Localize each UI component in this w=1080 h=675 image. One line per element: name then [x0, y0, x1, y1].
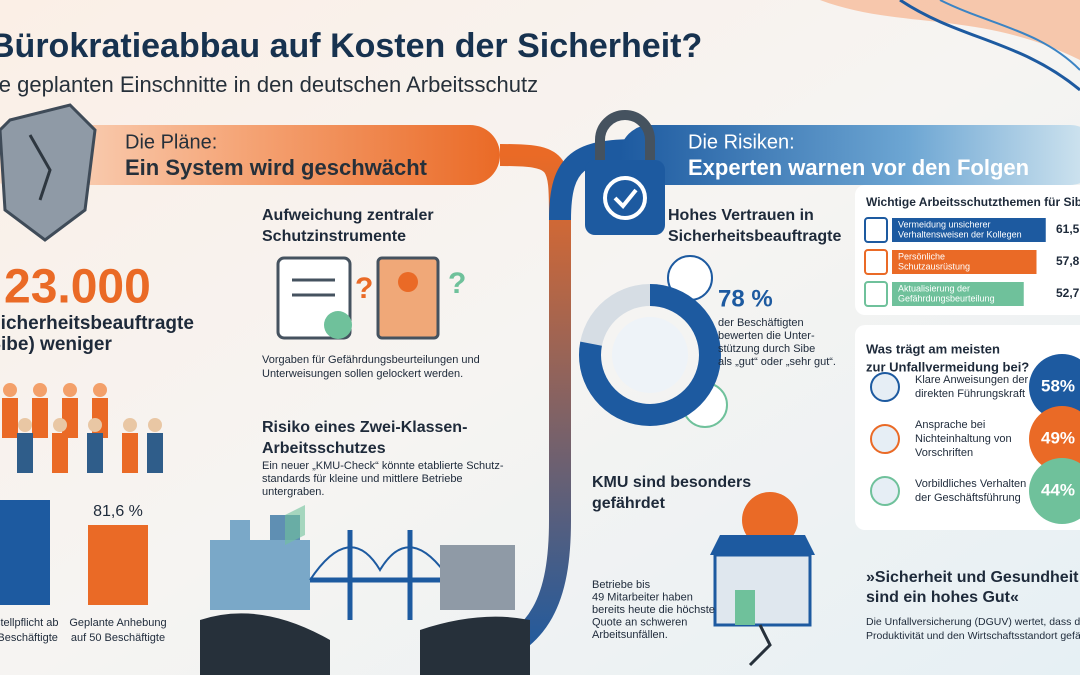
prevention-text: Vorbildliches Verhalten — [915, 478, 1026, 490]
person-icon — [870, 424, 900, 454]
panel-title: Wichtige Arbeitsschutzthemen für Sibe — [866, 195, 1080, 209]
topic-icon — [864, 281, 888, 307]
quote: sind ein hohes Gut« — [866, 589, 1019, 606]
percent-circle — [1029, 458, 1080, 524]
section-label: Die Pläne: — [125, 131, 217, 153]
item-text: Quote an schweren — [592, 616, 687, 628]
bar-label: auf 50 Beschäftigte — [71, 632, 165, 644]
percent-label: 58% — [1041, 376, 1075, 395]
panel-title: zur Unfallvermeidung bei? — [866, 359, 1029, 374]
crack — [28, 134, 52, 201]
check-circle — [603, 176, 647, 220]
prevention-text: Ansprache bei — [915, 419, 985, 431]
item-text: als „gut“ oder „sehr gut“. — [718, 356, 836, 368]
item-text: stützung durch Sibe — [718, 343, 815, 355]
workers — [2, 383, 163, 473]
section-heading: Experten warnen vor den Folgen — [688, 155, 1029, 180]
topic-bar — [892, 282, 1024, 306]
quote-text: Die Unfallversicherung (DGUV) wertet, da… — [866, 616, 1080, 628]
subtitle: Die geplanten Einschnitte in den deutsch… — [0, 72, 538, 97]
section-heading: Ein System wird geschwächt — [125, 155, 428, 180]
prevention-text: Klare Anweisungen der — [915, 374, 1028, 386]
stat-label: Sicherheitsbeauftragte — [0, 313, 194, 334]
item-text: 49 Mitarbeiter haben — [592, 591, 693, 603]
shield-icon — [0, 103, 97, 242]
item-text: Unterweisungen sollen gelockert werden. — [262, 368, 463, 380]
topic-icon — [864, 249, 888, 275]
item-heading: KMU sind besonders — [592, 474, 751, 491]
percent-label: 44% — [1041, 480, 1075, 499]
topic-bar — [892, 250, 1037, 274]
check — [613, 188, 638, 209]
item-text: der Beschäftigten — [718, 317, 804, 329]
title: Bürokratieabbau auf Kosten der Sicherhei… — [0, 27, 702, 65]
topic-value: 57,8 % — [1056, 254, 1080, 268]
icon-circle — [612, 317, 688, 393]
item-heading: Hohes Vertrauen in — [668, 207, 814, 224]
topic-text: Vermeidung unsicherer — [898, 219, 991, 229]
prevention-text: direkten Führungskraft — [915, 388, 1025, 400]
item-heading: Schutzinstrumente — [262, 228, 406, 245]
book-icon: ?? — [355, 256, 466, 340]
stat-number: 23.000 — [4, 261, 151, 314]
plans-banner — [0, 125, 500, 185]
bar-label: Bestellpflicht ab — [0, 617, 59, 629]
topic-text: Aktualisierung der — [898, 283, 970, 293]
item-text: Vorgaben für Gefährdungsbeurteilungen un… — [262, 354, 480, 366]
bar-label: 20 Beschäftigte — [0, 632, 58, 644]
wave — [820, 0, 1080, 60]
percent-circle — [1029, 406, 1080, 472]
prevention-text: Nichteinhaltung von — [915, 433, 1012, 445]
item-heading: Sicherheitsbeauftragte — [668, 228, 841, 245]
topic-text: Schutzausrüstung — [898, 261, 970, 271]
item-text: Betriebe bis — [592, 579, 651, 591]
svg-text:?: ? — [355, 272, 373, 305]
percent-label: 49% — [1041, 428, 1075, 447]
prevention-panel — [855, 325, 1080, 530]
item-heading: Aufweichung zentraler — [262, 207, 434, 224]
clipboard-icon — [276, 256, 352, 340]
wave — [939, 0, 1080, 71]
wave — [899, 0, 1080, 92]
item-text: standards für kleine und mittlere Betrie… — [262, 473, 463, 485]
item-heading: gefährdet — [592, 495, 666, 512]
item-text: Ein neuer „KMU-Check“ könnte etablierte … — [262, 460, 504, 472]
quote: »Sicherheit und Gesundheit — [866, 569, 1079, 586]
item-text: untergraben. — [262, 486, 324, 498]
lock-shackle — [595, 110, 655, 160]
item-text: bereits heute die höchste — [592, 604, 715, 616]
donut-arc — [579, 284, 721, 426]
prevention-text: Vorschriften — [915, 447, 973, 459]
panel-title: Was trägt am meisten — [866, 341, 1000, 356]
item-text: bewerten die Unter- — [718, 330, 815, 342]
lock-icon — [585, 160, 665, 235]
bar — [0, 500, 50, 605]
percent-circle — [1029, 354, 1080, 420]
item-heading: Risiko eines Zwei-Klassen- — [262, 419, 467, 436]
topic-value: 61,5 — [1056, 222, 1080, 236]
store-icon — [710, 492, 815, 667]
topic-value: 52,7 % — [1056, 286, 1080, 300]
topic-bar — [892, 218, 1046, 242]
person-icon — [870, 476, 900, 506]
svg-text:?: ? — [448, 267, 466, 300]
quote-text: Produktivität und den Wirtschaftsstandor… — [866, 630, 1080, 642]
topic-text: Verhaltensweisen der Kollegen — [898, 229, 1022, 239]
item-text: Arbeitsunfällen. — [592, 629, 668, 641]
value-label: 81,6 % — [93, 503, 143, 520]
topic-text: Persönliche — [898, 251, 945, 261]
topic-icon — [864, 217, 888, 243]
share-label: 78 % — [718, 285, 773, 312]
factory-bridge — [200, 505, 530, 675]
bar-label: Geplante Anhebung — [69, 617, 166, 629]
item-heading: Arbeitsschutzes — [262, 440, 386, 457]
topic-text: Gefährdungsbeurteilung — [898, 293, 995, 303]
risks-banner — [620, 125, 1080, 185]
prevention-text: der Geschäftsführung — [915, 492, 1021, 504]
bar — [88, 525, 148, 605]
person-icon — [870, 372, 900, 402]
section-label: Die Risiken: — [688, 131, 795, 153]
stat-label: (Sibe) weniger — [0, 334, 112, 355]
